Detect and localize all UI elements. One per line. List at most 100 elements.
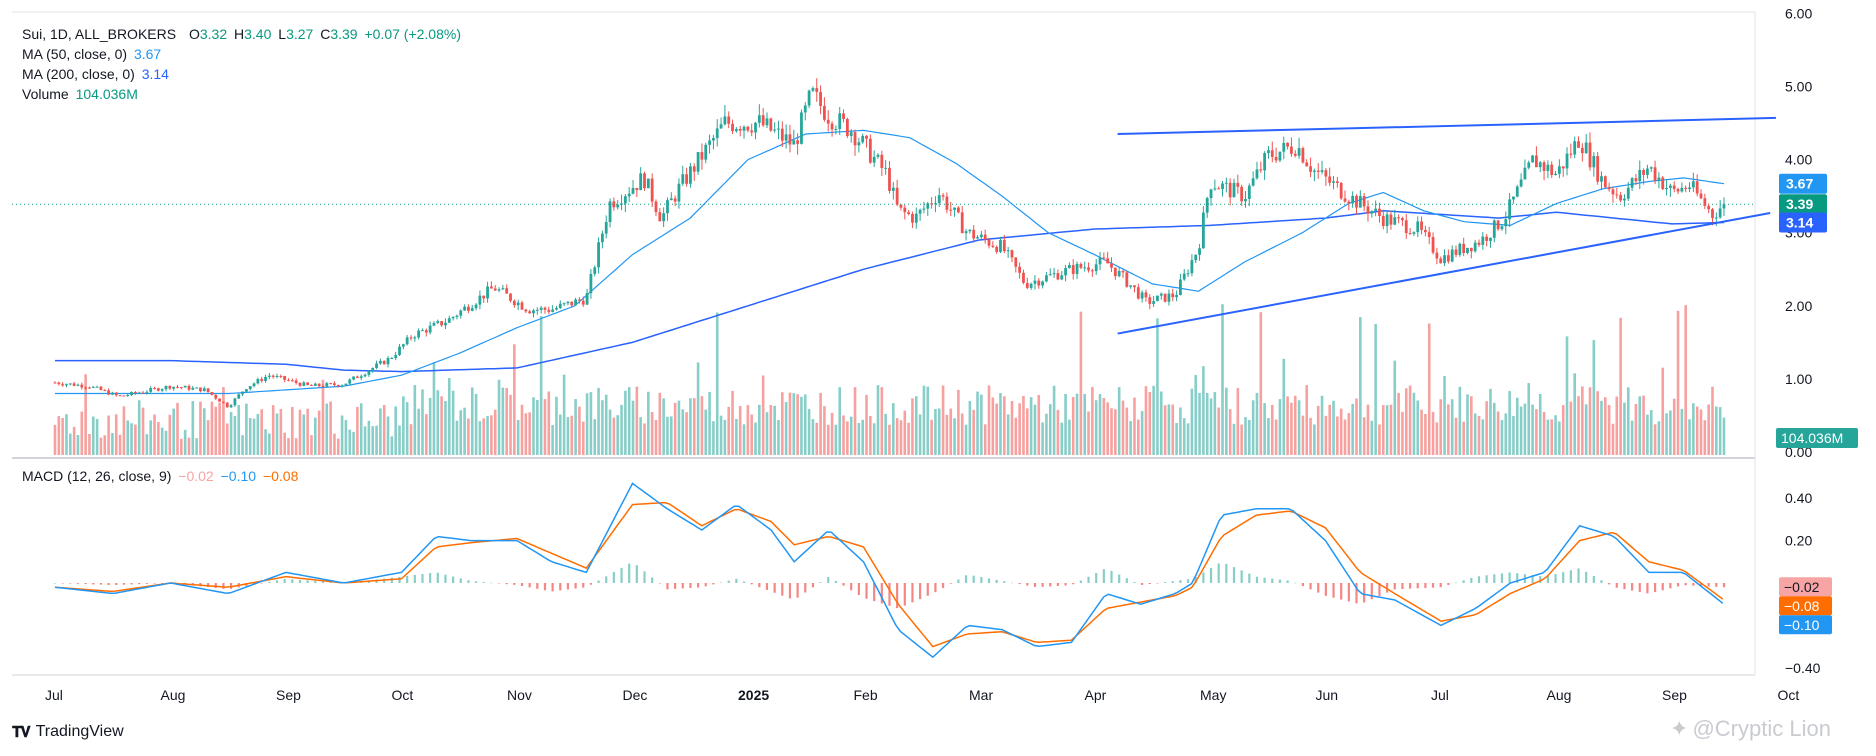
volume-bar bbox=[578, 406, 581, 455]
macd-histogram-bar bbox=[1010, 582, 1014, 584]
volume-bar bbox=[505, 387, 508, 455]
volume-bar bbox=[1401, 411, 1404, 455]
candle bbox=[206, 388, 210, 393]
candle-body bbox=[72, 383, 76, 386]
candle-body bbox=[1680, 187, 1684, 192]
macd-histogram-bar bbox=[275, 580, 279, 583]
candle-body bbox=[838, 113, 842, 130]
volume-bar bbox=[137, 400, 141, 455]
candle-body bbox=[68, 383, 72, 385]
candle-body bbox=[1657, 177, 1661, 181]
macd-histogram-bar bbox=[1056, 583, 1060, 586]
macd-histogram-bar bbox=[1355, 583, 1358, 604]
candle-body bbox=[1374, 208, 1378, 212]
macd-histogram-bar bbox=[1003, 581, 1006, 583]
candle bbox=[1156, 295, 1159, 302]
candle bbox=[474, 302, 478, 311]
volume-bar bbox=[1324, 415, 1328, 455]
candle bbox=[1305, 159, 1309, 167]
macd-legend[interactable]: MACD (12, 26, close, 9) −0.02 −0.10 −0.0… bbox=[22, 466, 301, 486]
time-tick-label: Jul bbox=[1431, 687, 1449, 703]
candle bbox=[1018, 262, 1022, 279]
candle bbox=[1435, 247, 1439, 265]
candle bbox=[432, 321, 436, 327]
candle-body bbox=[95, 386, 99, 388]
volume-bar bbox=[176, 402, 179, 455]
candle bbox=[306, 382, 310, 386]
candle bbox=[524, 308, 528, 313]
volume-bar bbox=[1037, 394, 1041, 455]
candle-body bbox=[1282, 142, 1286, 152]
candle-body bbox=[918, 209, 922, 214]
volume-bar bbox=[1623, 402, 1626, 455]
volume-bar bbox=[1225, 387, 1228, 455]
candle bbox=[371, 367, 375, 373]
ma200-legend[interactable]: MA (200, close, 0) 3.14 bbox=[22, 64, 172, 84]
volume-bar bbox=[1615, 396, 1619, 455]
candle-body bbox=[176, 386, 179, 388]
candle bbox=[451, 316, 455, 321]
volume-bar bbox=[459, 410, 463, 455]
volume-bar bbox=[662, 398, 665, 455]
candle bbox=[941, 192, 945, 201]
candle bbox=[1531, 154, 1534, 163]
candle bbox=[1527, 160, 1531, 170]
candle-body bbox=[267, 375, 271, 377]
volume-bar bbox=[819, 392, 822, 455]
candle bbox=[1274, 147, 1278, 163]
macd-histogram-bar bbox=[551, 583, 554, 592]
volume-bar bbox=[279, 408, 283, 455]
macd-histogram-bar bbox=[704, 583, 707, 587]
volume-bar bbox=[1416, 400, 1420, 455]
volume-bar bbox=[884, 413, 887, 455]
tradingview-brand[interactable]: 𝐓𝐕 TradingView bbox=[12, 723, 124, 741]
candle bbox=[126, 393, 130, 397]
volume-bar bbox=[1692, 403, 1695, 455]
macd-histogram-bar bbox=[444, 574, 447, 583]
ma50-label: MA (50, close, 0) bbox=[22, 46, 128, 62]
candle-body bbox=[800, 112, 803, 144]
candle-body bbox=[692, 166, 696, 172]
candle bbox=[673, 195, 677, 207]
volume-bar bbox=[1408, 385, 1412, 455]
candle-body bbox=[1519, 179, 1523, 187]
volume-bar bbox=[486, 416, 489, 455]
candle-body bbox=[179, 387, 183, 389]
candle-body bbox=[195, 387, 199, 389]
volume-bar bbox=[1205, 392, 1209, 455]
candle-body bbox=[1684, 187, 1688, 190]
macd-histogram-bar bbox=[1133, 582, 1136, 583]
volume-bar bbox=[1385, 405, 1389, 455]
candle bbox=[1332, 176, 1335, 190]
macd-histogram-bar bbox=[1516, 573, 1519, 583]
candle-body bbox=[225, 402, 229, 408]
ma50-legend[interactable]: MA (50, close, 0) 3.67 bbox=[22, 44, 164, 64]
candle bbox=[1355, 194, 1358, 215]
candle bbox=[899, 204, 903, 211]
volume-bar bbox=[1397, 392, 1400, 455]
volume-bar bbox=[658, 392, 662, 455]
volume-bar bbox=[926, 386, 930, 455]
candle-body bbox=[1450, 249, 1454, 262]
candle-body bbox=[168, 386, 172, 389]
macd-histogram-bar bbox=[1217, 563, 1220, 583]
candle bbox=[512, 299, 516, 308]
macd-histogram-bar bbox=[482, 582, 485, 583]
candle-body bbox=[1064, 268, 1067, 276]
candle bbox=[1106, 251, 1110, 264]
macd-histogram-bar bbox=[1684, 583, 1687, 586]
candle bbox=[1385, 209, 1389, 234]
volume-legend[interactable]: Volume 104.036M bbox=[22, 84, 141, 104]
volume-bar bbox=[1182, 418, 1186, 455]
candle-body bbox=[1711, 209, 1714, 218]
candle-body bbox=[731, 123, 734, 132]
volume-bar bbox=[562, 374, 566, 455]
candle-body bbox=[1133, 285, 1136, 288]
candle bbox=[811, 86, 815, 93]
candle-body bbox=[1714, 217, 1718, 219]
candle-body bbox=[1251, 178, 1255, 186]
volume-bar bbox=[65, 414, 68, 455]
candle-body bbox=[1412, 232, 1416, 234]
volume-bar bbox=[1642, 395, 1645, 455]
